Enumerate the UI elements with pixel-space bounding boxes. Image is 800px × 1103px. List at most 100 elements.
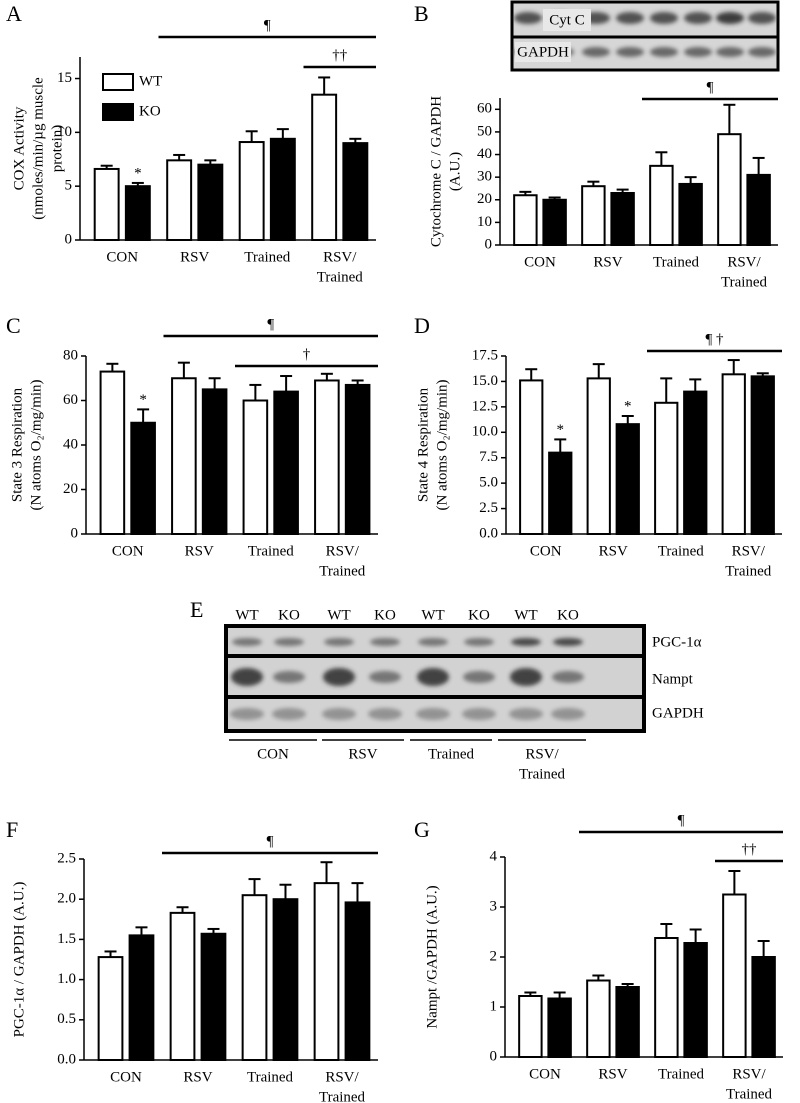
bar	[166, 159, 193, 241]
y-tick-label: 15	[57, 70, 72, 86]
bar	[124, 185, 151, 241]
y-tick-label: 60	[477, 101, 492, 117]
blot-band	[748, 12, 776, 24]
bar	[547, 997, 572, 1058]
lane-label: KO	[557, 607, 579, 623]
bar	[722, 893, 747, 1058]
y-tick-label: 0.5	[57, 1011, 76, 1027]
bar	[344, 383, 371, 535]
y-tick-label: 17.5	[472, 347, 498, 363]
x-tick-label: RSV	[183, 1069, 212, 1085]
significance-mark: ¶	[678, 812, 685, 828]
blot-band	[464, 638, 494, 646]
y-tick-label: 10	[57, 124, 72, 140]
legend-swatch	[102, 73, 134, 91]
bar	[683, 390, 708, 535]
blot-band	[273, 671, 305, 683]
bar	[342, 142, 369, 241]
bar	[610, 191, 635, 247]
x-tick-label: RSV/	[326, 543, 360, 559]
y-tick-label: 20	[63, 481, 78, 497]
lane-label: WT	[235, 607, 258, 623]
blot-band	[582, 47, 610, 57]
bar	[169, 911, 196, 1061]
blot-band	[684, 12, 712, 24]
bar	[683, 942, 708, 1058]
blot-band	[684, 47, 712, 57]
blot-band	[650, 12, 678, 24]
bar	[269, 137, 296, 241]
y-axis-label: COX Activity	[11, 106, 27, 190]
significance-mark: ††	[332, 47, 348, 63]
x-tick-label: RSV/	[732, 543, 766, 559]
y-tick-label: 2.5	[479, 500, 498, 516]
blot-label-bg	[543, 9, 591, 31]
x-tick-label: RSV/	[727, 254, 761, 270]
y-axis-label: (N atoms O₂/mg/min)	[28, 379, 44, 510]
y-axis-label: State 4 Respiration	[415, 387, 431, 502]
bar	[750, 375, 775, 536]
y-tick-label: 0	[490, 1048, 498, 1064]
blot-band	[509, 708, 543, 720]
blot-band	[616, 47, 644, 57]
x-tick-label: Trained	[653, 254, 700, 270]
x-tick-label: RSV	[180, 249, 209, 265]
bar	[721, 373, 746, 535]
x-tick-label: Trained	[726, 1086, 773, 1102]
y-tick-label: 2	[490, 948, 498, 964]
x-tick-label: Trained	[317, 269, 364, 285]
blot-band	[324, 638, 354, 646]
y-tick-label: 50	[477, 123, 492, 139]
y-tick-label: 10	[477, 214, 492, 230]
blot-band	[552, 671, 584, 683]
bar	[513, 194, 538, 246]
y-axis-label: protein)	[49, 125, 65, 172]
bar	[201, 388, 228, 535]
x-tick-label: CON	[106, 249, 138, 265]
x-tick-label: RSV	[599, 543, 628, 559]
blot-band	[323, 668, 355, 686]
group-label: RSV	[348, 746, 377, 762]
significance-mark: *	[557, 422, 565, 438]
y-tick-label: 2.0	[57, 891, 76, 907]
blot-band	[650, 47, 678, 57]
significance-mark: ¶	[707, 79, 714, 95]
y-tick-label: 4	[490, 848, 498, 864]
group-label: CON	[257, 746, 289, 762]
significance-mark: ††	[742, 841, 758, 857]
y-tick-label: 0	[65, 231, 73, 247]
bar	[272, 898, 299, 1062]
y-tick-label: 10.0	[472, 424, 498, 440]
blot-band	[463, 671, 495, 683]
bar	[751, 956, 776, 1058]
panel-letter: D	[414, 313, 430, 338]
bar	[519, 379, 544, 536]
group-label: Trained	[519, 766, 566, 782]
y-tick-label: 0	[485, 236, 493, 252]
x-tick-label: CON	[529, 1066, 561, 1082]
bar	[615, 986, 640, 1058]
blot-row-label: GAPDH	[652, 705, 704, 721]
lane-label: WT	[514, 607, 537, 623]
significance-mark: ¶	[267, 833, 274, 849]
blot-band	[417, 668, 449, 686]
panel-letter: C	[6, 313, 21, 338]
blot-band	[369, 671, 401, 683]
bar	[93, 167, 120, 241]
blot-band	[553, 638, 583, 646]
x-tick-label: Trained	[248, 543, 295, 559]
bar	[586, 979, 611, 1058]
bar	[518, 995, 543, 1058]
y-tick-label: 2.5	[57, 850, 76, 866]
x-tick-label: RSV	[598, 1066, 627, 1082]
panel-letter: G	[414, 817, 430, 842]
x-tick-label: Trained	[725, 563, 772, 579]
blot-band	[272, 708, 306, 720]
bar	[654, 401, 679, 535]
bar	[130, 421, 156, 535]
panel-letter: A	[6, 1, 22, 26]
y-tick-label: 1.0	[57, 971, 76, 987]
blot-band	[616, 12, 644, 24]
